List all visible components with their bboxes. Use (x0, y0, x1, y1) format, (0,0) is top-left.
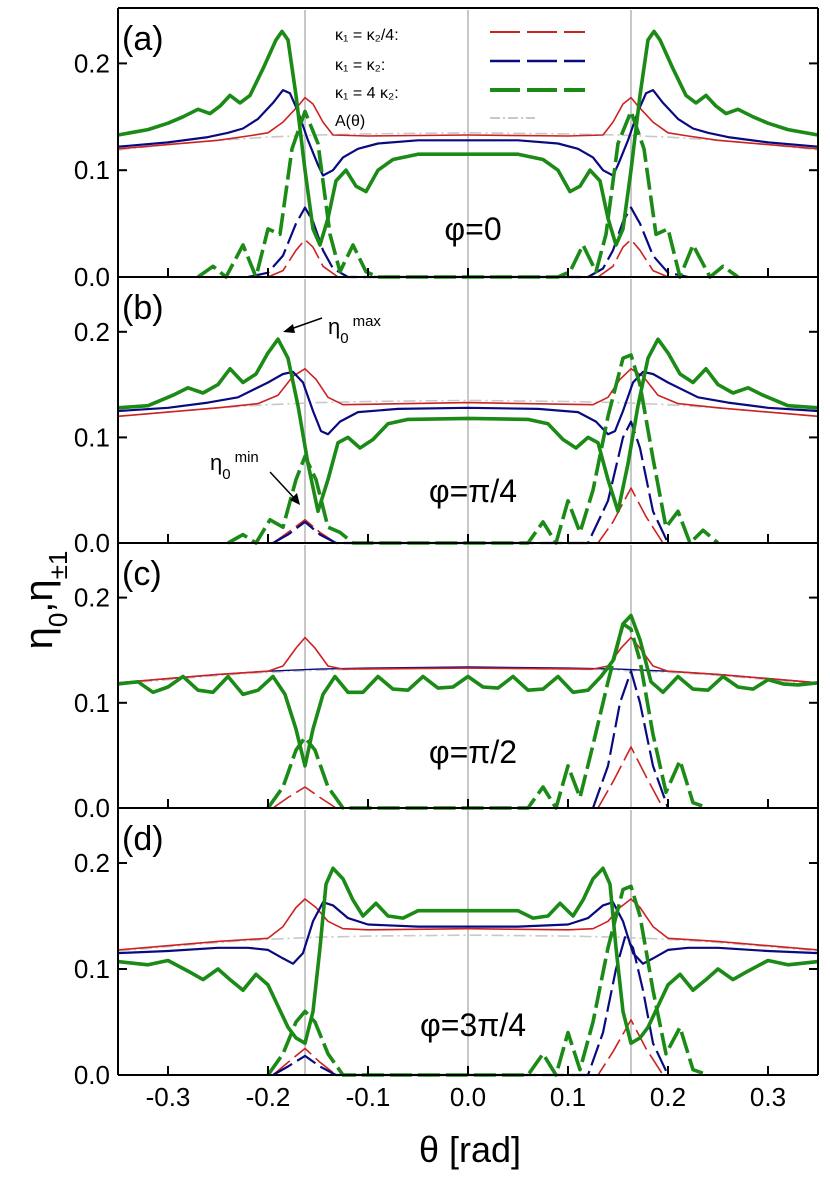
panel-label: (d) (122, 820, 164, 858)
series-A (117, 934, 819, 952)
y-tick-label: 0.1 (74, 688, 110, 718)
phi-label: φ=π/2 (429, 734, 517, 770)
y-tick-label: 0.0 (74, 262, 110, 292)
series-green0 (117, 29, 819, 247)
x-tick-label: 0.2 (650, 1082, 686, 1112)
series-A (117, 667, 819, 685)
series-green1 (266, 622, 709, 810)
y-tick-label: 0.1 (74, 422, 110, 452)
y-tick-label: 0.2 (74, 48, 110, 78)
phi-label: φ=0 (444, 211, 501, 247)
x-axis-label: θ [rad] (419, 1129, 521, 1170)
eta-max-annotation: η0max (283, 313, 381, 347)
x-tick-label: -0.1 (346, 1082, 391, 1112)
legend-label-a: A(θ) (335, 113, 365, 130)
series-red0 (117, 898, 819, 951)
panel-label: (b) (122, 289, 164, 327)
series-blue0 (117, 901, 819, 965)
y-axis-label: η0,η±1 (17, 551, 73, 650)
series-red0 (117, 96, 819, 150)
series-blue1 (591, 670, 670, 809)
y-tick-label: 0.2 (74, 317, 110, 347)
panel-1: 0.0 0.1 0.2 (a) φ=0 (74, 8, 819, 292)
series-blue0 (117, 89, 819, 177)
panel-3: 0.0 0.1 0.2 (c) φ=π/2 (74, 543, 819, 823)
x-tick-label: 0.0 (450, 1082, 486, 1112)
series-blue1 (272, 936, 669, 1077)
series-green0 (117, 337, 819, 514)
y-tick-label: 0.1 (74, 954, 110, 984)
panel-label: (c) (122, 555, 162, 593)
series-blue1 (272, 420, 669, 545)
x-tick-labels: -0.3 -0.2 -0.1 0.0 0.1 0.2 0.3 (146, 1082, 786, 1112)
x-tick-label: 0.1 (550, 1082, 586, 1112)
eta-min-annotation: η0min (210, 449, 300, 505)
x-tick-label: 0.3 (750, 1082, 786, 1112)
phi-label: φ=3π/4 (420, 1007, 526, 1043)
legend: κ₁ = κ₂/4: κ₁ = κ₂: κ₁ = 4 κ₂: A(θ) (335, 27, 585, 130)
legend-label-green: κ₁ = 4 κ₂: (335, 85, 399, 102)
panel-2: 0.0 0.1 0.2 (b) φ=π/4 (74, 277, 819, 558)
series-green0 (117, 866, 819, 1045)
x-tick-label: -0.3 (146, 1082, 191, 1112)
y-tick-label: 0.0 (74, 1060, 110, 1090)
series-blue0 (117, 370, 819, 436)
legend-label-blue: κ₁ = κ₂: (335, 57, 385, 74)
legend-label-red: κ₁ = κ₂/4: (335, 27, 399, 44)
x-tick-label: -0.2 (246, 1082, 291, 1112)
series-green1 (266, 884, 709, 1077)
y-tick-label: 0.1 (74, 155, 110, 185)
y-tick-label: 0.0 (74, 528, 110, 558)
svg-text:η0min: η0min (210, 449, 259, 483)
panels-group: 0.00.10.2(a)φ=00.00.10.2(b)φ=π/40.00.10.… (74, 7, 819, 1090)
phi-label: φ=π/4 (429, 473, 517, 509)
y-tick-label: 0.0 (74, 793, 110, 823)
series-red0 (117, 636, 819, 684)
series-green0 (117, 613, 819, 768)
panel-4: 0.0 0.1 0.2 (d) φ=3π/4 (74, 808, 819, 1090)
y-tick-label: 0.2 (74, 583, 110, 613)
series-red0 (117, 368, 819, 418)
panel-label: (a) (122, 20, 164, 58)
y-tick-label: 0.2 (74, 848, 110, 878)
svg-text:η0max: η0max (328, 313, 381, 347)
